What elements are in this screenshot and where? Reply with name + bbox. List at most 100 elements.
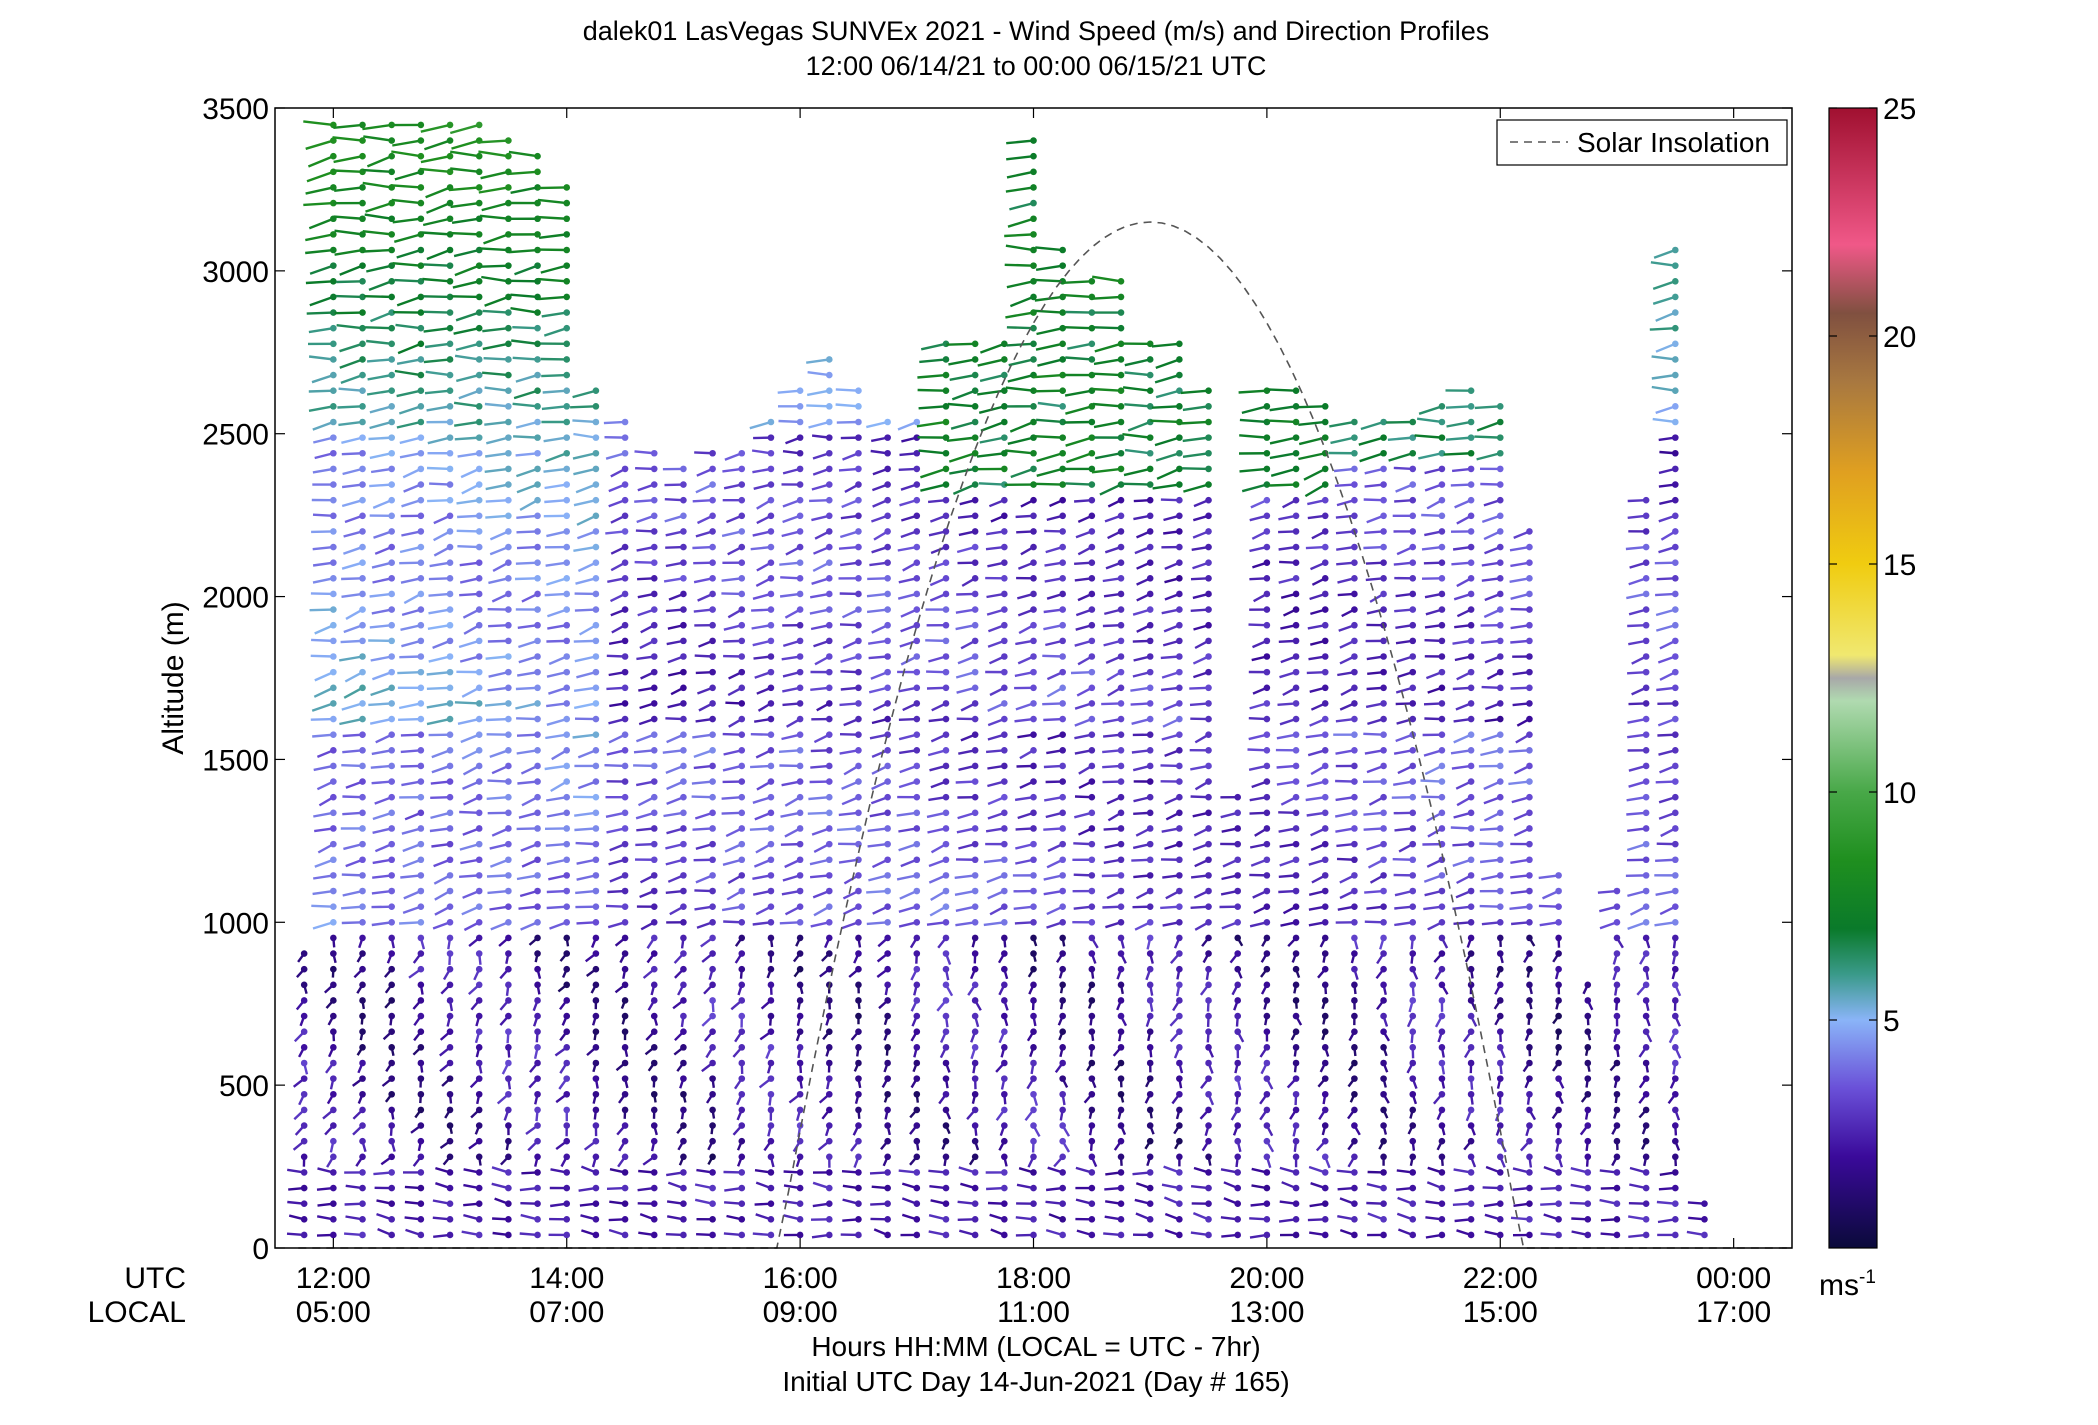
wind-barb-dot (1496, 1216, 1504, 1223)
wind-barb-dot (738, 1028, 746, 1036)
wind-barb-dot (1176, 809, 1183, 817)
wind-barb-dot (1292, 872, 1300, 879)
wind-barb-dot (1176, 434, 1183, 441)
wind-barb-shaft (954, 889, 976, 896)
wind-barb-dot (1467, 449, 1475, 457)
wind-barb-shaft (1036, 467, 1063, 477)
wind-barb-dot (1059, 840, 1066, 848)
wind-barb-dot (1351, 887, 1358, 895)
wind-barb-dot (1351, 872, 1358, 879)
wind-barb-dot (1409, 1106, 1417, 1114)
wind-barb-shaft (948, 358, 976, 366)
wind-barb-dot (738, 809, 746, 817)
wind-barb-dot (796, 1090, 804, 1098)
wind-barb-dot (1059, 887, 1066, 895)
wind-barb-dot (1117, 1200, 1125, 1208)
wind-barb-dot (592, 559, 600, 566)
wind-barb-dot (1321, 1012, 1329, 1020)
wind-barb-dot (505, 152, 512, 160)
wind-barb-dot (1263, 809, 1271, 817)
wind-barb-dot (621, 434, 629, 441)
wind-barb-dot (1321, 825, 1329, 832)
wind-barb-dot (913, 950, 921, 957)
wind-barb-dot (913, 465, 921, 473)
wind-barb-dot (1088, 1153, 1096, 1161)
wind-barb-shaft (457, 452, 480, 458)
wind-barb-dot (942, 371, 950, 379)
wind-barb-dot (359, 137, 366, 144)
wind-barb-shaft (573, 432, 597, 439)
wind-barb-dot (796, 621, 804, 629)
wind-barb-dot (1292, 449, 1300, 457)
wind-barb-dot (767, 590, 775, 598)
wind-barb-dot (1146, 387, 1154, 395)
wind-barb-dot (650, 715, 658, 723)
wind-barb-shaft (866, 889, 888, 894)
wind-barb-shaft (1009, 420, 1034, 433)
wind-barb-dot (825, 1075, 833, 1082)
wind-barb-dot (738, 528, 746, 535)
wind-barb-shaft (457, 514, 480, 519)
wind-barb-shaft (1065, 310, 1092, 314)
wind-barb-dot (505, 762, 512, 770)
wind-barb-dot (505, 543, 512, 551)
wind-barb-dot (359, 1122, 366, 1129)
wind-barb-dot (650, 950, 658, 957)
wind-barb-dot (1496, 1044, 1504, 1051)
wind-barb-dot (650, 762, 658, 770)
wind-barb-dot (505, 856, 512, 864)
wind-barb-dot (1409, 950, 1417, 957)
wind-barb-dot (1176, 793, 1183, 801)
wind-barb-dot (1263, 465, 1271, 473)
wind-barb-dot (825, 950, 833, 957)
wind-barb-dot (1526, 981, 1533, 989)
wind-barb-dot (1088, 543, 1096, 551)
wind-barb-dot (1321, 715, 1329, 723)
wind-barb-dot (1526, 684, 1533, 692)
wind-barb-dot (650, 1090, 658, 1098)
wind-barb-dot (1088, 1075, 1096, 1082)
wind-barb-dot (1380, 840, 1387, 848)
wind-barb-dot (1321, 1028, 1329, 1036)
wind-barb-dot (1234, 1122, 1242, 1129)
wind-barb-dot (300, 1044, 308, 1051)
chart-subtitle: 12:00 06/14/21 to 00:00 06/15/21 UTC (806, 51, 1267, 81)
wind-barb-dot (971, 356, 979, 363)
wind-barb-dot (417, 449, 425, 457)
wind-barb-dot (1526, 872, 1533, 879)
wind-barb-dot (1146, 496, 1154, 504)
wind-barb-dot (446, 481, 454, 488)
wind-barb-dot (855, 559, 862, 566)
wind-barb-dot (388, 481, 395, 488)
wind-barb-dot (767, 1153, 775, 1161)
wind-barb-dot (1351, 731, 1358, 738)
wind-barb-shaft (401, 530, 422, 537)
wind-barb-dot (505, 1184, 512, 1192)
wind-barb-dot (1001, 731, 1008, 738)
wind-barb-dot (1409, 700, 1417, 707)
wind-barb-dot (621, 606, 629, 613)
wind-barb-dot (1467, 1169, 1475, 1176)
wind-barb-shaft (455, 342, 480, 352)
wind-barb-dot (1438, 1012, 1446, 1020)
wind-barb-dot (1292, 1200, 1300, 1208)
wind-barb-dot (1496, 653, 1504, 660)
wind-barb-dot (1496, 575, 1504, 582)
wind-barb-dot (1321, 575, 1329, 582)
wind-barb-dot (505, 418, 512, 426)
wind-barb-dot (1409, 418, 1417, 426)
wind-barb-dot (417, 997, 425, 1004)
wind-barb-dot (330, 1153, 337, 1161)
wind-barb-dot (855, 918, 862, 926)
wind-barb-dot (825, 887, 833, 895)
wind-barb-shaft (423, 263, 451, 267)
wind-barb-dot (1351, 825, 1358, 832)
wind-barb-shaft (303, 201, 334, 207)
wind-barb-dot (1001, 903, 1008, 910)
wind-barb-dot (300, 1012, 308, 1020)
wind-barb-dot (650, 809, 658, 817)
wind-barb-shaft (1155, 358, 1180, 370)
wind-barb-dot (1205, 606, 1212, 613)
wind-barb-dot (621, 1184, 629, 1192)
wind-barb-dot (1059, 934, 1066, 942)
